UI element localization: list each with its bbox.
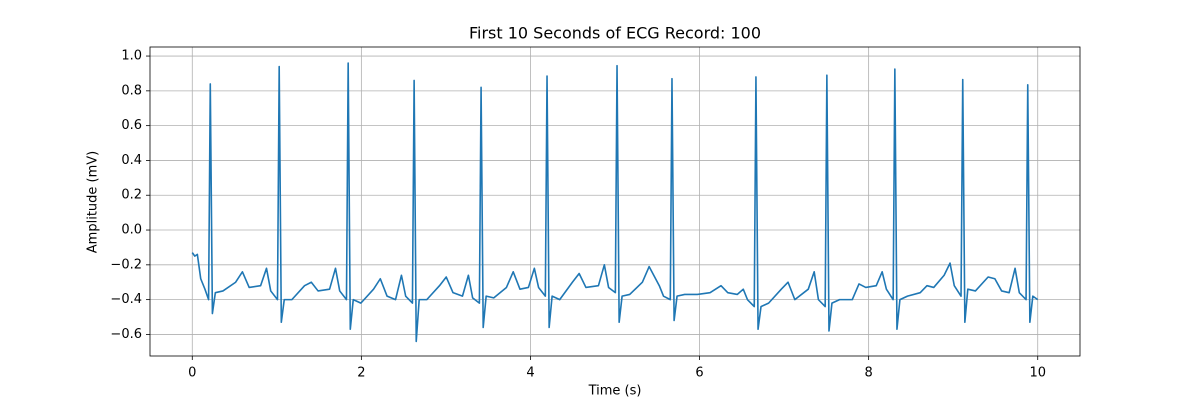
x-axis-label: Time (s)	[588, 384, 642, 399]
y-tick-label: −0.2	[110, 257, 142, 272]
y-tick-label: 0.6	[121, 118, 142, 133]
y-tick-label: 0.4	[121, 153, 142, 168]
y-tick-label: 0.2	[121, 188, 142, 203]
y-axis-label: Amplitude (mV)	[86, 151, 101, 253]
x-tick-label: 10	[1029, 366, 1046, 381]
chart-title: First 10 Seconds of ECG Record: 100	[469, 24, 761, 43]
y-tick-label: 0.0	[121, 223, 142, 238]
x-tick-label: 4	[526, 366, 534, 381]
y-tick-label: 0.8	[121, 83, 142, 98]
y-tick-label: −0.4	[110, 292, 142, 307]
x-tick-label: 2	[357, 366, 365, 381]
x-tick-label: 0	[188, 366, 196, 381]
ecg-line	[191, 62, 1039, 343]
y-tick-label: 1.0	[121, 49, 142, 64]
x-tick-label: 8	[864, 366, 872, 381]
plot-frame	[149, 46, 1081, 357]
y-tick-label: −0.6	[110, 327, 142, 342]
x-tick-label: 6	[695, 366, 703, 381]
